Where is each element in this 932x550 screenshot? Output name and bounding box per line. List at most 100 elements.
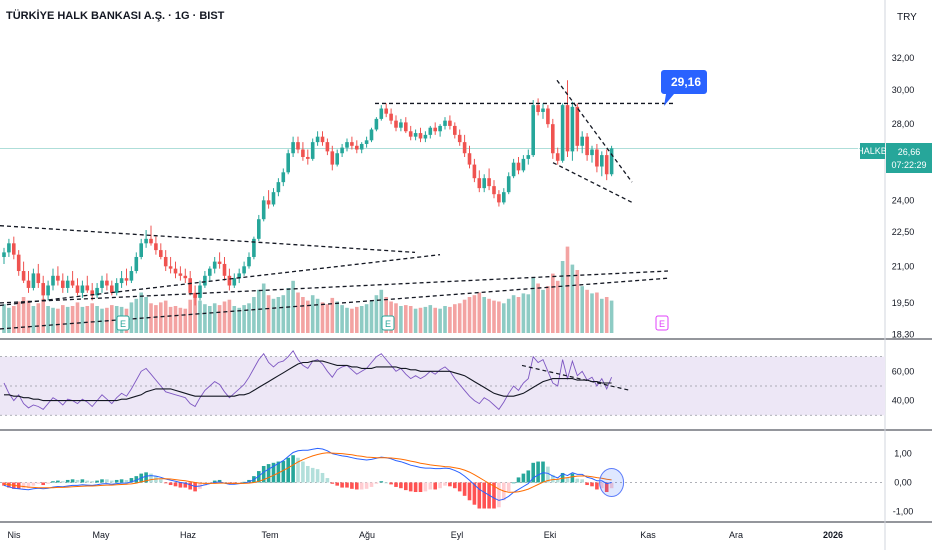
volume-bar xyxy=(345,307,349,333)
macd-histogram-bar xyxy=(438,482,442,489)
volume-bar xyxy=(433,307,437,333)
candle-body xyxy=(335,153,339,165)
macd-histogram-bar xyxy=(492,482,496,509)
macd-histogram-bar xyxy=(443,482,447,486)
candle-body xyxy=(232,278,237,286)
macd-histogram-bar xyxy=(497,482,501,508)
candle-body xyxy=(110,285,114,293)
x-tick-label: Eki xyxy=(544,530,557,540)
candle-body xyxy=(16,254,21,272)
candle-body xyxy=(100,280,104,288)
rsi-tick-label: 40,00 xyxy=(892,396,915,406)
volume-bar xyxy=(75,302,80,333)
price-tick-label: 18,30 xyxy=(892,329,915,339)
candle-body xyxy=(340,147,344,154)
macd-histogram-bar xyxy=(36,482,41,484)
candle-body xyxy=(325,142,330,152)
candle-body xyxy=(477,178,482,189)
volume-bar xyxy=(428,305,433,333)
volume-bar xyxy=(163,300,168,333)
candle-body xyxy=(208,268,212,276)
candle-body xyxy=(51,275,55,286)
x-tick-label: Ara xyxy=(729,530,743,540)
candle-body xyxy=(433,127,437,132)
macd-histogram-bar xyxy=(609,482,614,489)
candle-body xyxy=(286,153,290,173)
macd-histogram-bar xyxy=(350,482,354,489)
volume-bar xyxy=(575,270,580,333)
volume-bar xyxy=(364,304,369,333)
candle-body xyxy=(320,136,325,143)
volume-bar xyxy=(16,301,21,333)
macd-histogram-bar xyxy=(188,482,192,490)
macd-histogram-bar xyxy=(242,481,246,483)
macd-histogram-bar xyxy=(585,482,589,486)
macd-histogram-bar xyxy=(212,480,217,483)
candle-body xyxy=(374,118,379,130)
candle-body xyxy=(247,256,251,267)
last-price-label: 26,66 xyxy=(898,147,921,157)
earnings-marker[interactable]: E xyxy=(381,315,395,331)
macd-histogram-bar xyxy=(291,455,295,483)
currency-button[interactable]: TRY xyxy=(897,12,917,23)
macd-histogram-bar xyxy=(257,471,261,483)
x-tick-label: Eyl xyxy=(451,530,464,540)
volume-bar xyxy=(516,297,521,333)
volume-bar xyxy=(600,298,604,333)
volume-bar xyxy=(497,301,501,333)
volume-bar xyxy=(595,292,599,333)
macd-histogram-bar xyxy=(61,481,65,483)
volume-bar xyxy=(61,305,65,333)
volume-bar xyxy=(506,298,511,333)
macd-histogram-bar xyxy=(306,465,310,483)
candle-body xyxy=(271,192,276,205)
rsi-ma-line xyxy=(4,360,612,402)
candle-body xyxy=(56,275,60,281)
candle-body xyxy=(531,105,535,156)
candle-body xyxy=(467,153,472,165)
volume-bar xyxy=(570,264,575,333)
volume-bar xyxy=(408,306,413,333)
earnings-icon[interactable] xyxy=(655,315,669,331)
macd-histogram-bar xyxy=(541,461,545,483)
candle-body xyxy=(345,142,349,148)
earnings-marker[interactable]: E xyxy=(655,315,669,331)
candle-body xyxy=(364,140,369,144)
earnings-icon[interactable] xyxy=(116,315,130,331)
volume-bar xyxy=(325,304,330,333)
earnings-letter: E xyxy=(659,319,665,329)
volume-bar xyxy=(237,307,241,333)
earnings-icon[interactable] xyxy=(381,315,395,331)
volume-bar xyxy=(149,303,153,333)
rsi-tick-label: 60,00 xyxy=(892,366,915,376)
macd-histogram-bar xyxy=(526,470,531,483)
candle-body xyxy=(159,250,163,257)
volume-bar xyxy=(580,286,584,333)
candle-body xyxy=(134,256,139,272)
volume-bar xyxy=(242,305,246,333)
candle-body xyxy=(369,129,374,141)
candle-body xyxy=(580,136,584,146)
earnings-marker[interactable]: E xyxy=(116,315,130,331)
candle-body xyxy=(590,149,594,156)
volume-bar xyxy=(541,289,545,333)
macd-histogram-bar xyxy=(51,481,55,483)
macd-histogram-bar xyxy=(448,482,452,487)
macd-histogram-bar xyxy=(310,467,315,483)
candle-body xyxy=(394,120,398,128)
candle-body xyxy=(330,151,335,165)
macd-histogram-bar xyxy=(472,482,477,505)
macd-histogram-bar xyxy=(555,479,560,483)
macd-histogram-bar xyxy=(301,461,305,483)
volume-bar xyxy=(212,303,217,333)
volume-bar xyxy=(521,293,526,333)
macd-histogram-bar xyxy=(374,482,379,484)
candle-body xyxy=(595,149,599,167)
price-callout: 29,16 xyxy=(661,70,707,106)
candle-body xyxy=(26,280,31,288)
macd-histogram-bar xyxy=(521,473,526,483)
macd-histogram-bar xyxy=(134,476,139,483)
candle-body xyxy=(301,149,305,157)
symbol-tag: HALKB xyxy=(857,146,887,156)
